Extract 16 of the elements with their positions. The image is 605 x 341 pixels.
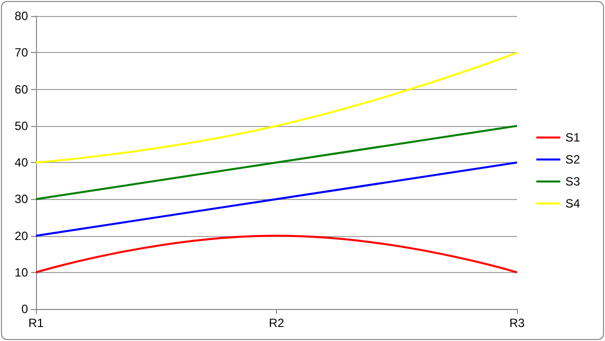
y-tick-label: 60 bbox=[14, 82, 28, 96]
y-tick-label: 0 bbox=[21, 302, 28, 316]
y-tick-label: 70 bbox=[14, 46, 28, 60]
x-tick-label: R2 bbox=[268, 316, 284, 330]
y-tick-label: 10 bbox=[14, 265, 28, 280]
y-tick-label: 40 bbox=[14, 156, 28, 170]
legend-label: S3 bbox=[565, 174, 580, 188]
y-tick-label: 30 bbox=[14, 192, 28, 206]
legend-label: S2 bbox=[565, 152, 580, 166]
x-tick-label: R1 bbox=[28, 316, 44, 330]
y-tick-label: 20 bbox=[14, 228, 28, 243]
legend-label: S1 bbox=[565, 130, 580, 144]
y-tick-label: 80 bbox=[14, 9, 28, 23]
y-tick-label: 50 bbox=[14, 118, 28, 133]
legend-label: S4 bbox=[565, 196, 580, 210]
x-tick-label: R3 bbox=[509, 316, 525, 330]
